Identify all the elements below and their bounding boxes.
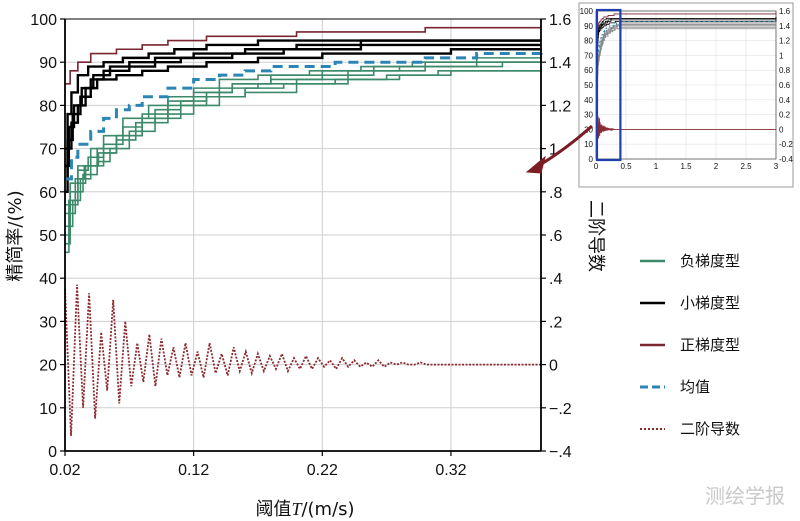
y-left-tick-label: 50 xyxy=(39,228,57,245)
legend-label: 均值 xyxy=(680,378,710,396)
y-axis-right-title: 二阶导数 xyxy=(585,200,606,272)
y-left-tick-label: 70 xyxy=(39,142,57,159)
y-right-tick-label: .8 xyxy=(549,185,562,202)
inset-y-right-tick-label: 0 xyxy=(779,125,784,134)
y-left-tick-label: 0 xyxy=(48,444,57,461)
inset-y-left-tick-label: 40 xyxy=(584,96,593,105)
inset-y-left-tick-label: 0 xyxy=(589,155,594,164)
x-axis-title-suffix: /(m/s) xyxy=(301,499,354,520)
series-line-positive xyxy=(65,26,541,85)
pointer-arrow-head xyxy=(525,155,546,174)
series-line-small xyxy=(65,39,541,150)
series-line-mean xyxy=(65,49,543,181)
inset-y-right-tick-label: 1 xyxy=(779,51,784,60)
x-tick-label: 0.12 xyxy=(178,462,209,479)
second-derivative-line xyxy=(64,284,541,436)
legend-label: 二阶导数 xyxy=(680,420,740,438)
y-right-tick-label: 0 xyxy=(549,358,558,375)
inset-y-right-tick-label: 0.8 xyxy=(779,66,791,75)
inset-y-right-tick-label: 0.2 xyxy=(779,111,791,120)
inset-y-left-tick-label: 50 xyxy=(584,81,593,90)
inset-y-right-tick-label: 0.6 xyxy=(779,81,791,90)
x-axis-title-var: T xyxy=(291,499,303,519)
series-line-negative xyxy=(65,70,541,245)
x-tick-label: 0.02 xyxy=(49,462,80,479)
x-axis-title: 阈值T/(m/s) xyxy=(255,499,354,520)
y-left-tick-label: 90 xyxy=(39,55,57,72)
y-left-tick-label: 80 xyxy=(39,98,57,115)
series-layer xyxy=(64,26,543,436)
y-left-tick-label: 60 xyxy=(39,185,57,202)
y-axis-left-title: 精简率/(%) xyxy=(5,190,26,281)
inset-y-right-tick-label: 1.4 xyxy=(779,22,791,31)
inset-y-left-tick-label: 90 xyxy=(584,22,593,31)
inset-y-left-tick-label: 100 xyxy=(580,7,594,16)
inset-y-left-tick-label: 60 xyxy=(584,66,593,75)
y-left-tick-label: 10 xyxy=(39,401,57,418)
y-left-tick-label: 20 xyxy=(39,358,57,375)
y-right-tick-label: 1.2 xyxy=(549,98,571,115)
y-right-tick-label: 1 xyxy=(549,142,558,159)
inset-chart: 0102030405060708090100-0.4-0.200.20.40.6… xyxy=(525,2,794,188)
y-right-tick-label: .6 xyxy=(549,228,562,245)
inset-x-tick-label: 0.5 xyxy=(620,162,632,171)
watermark-text: 测绘学报 xyxy=(705,484,785,508)
inset-x-tick-label: 1.5 xyxy=(680,162,692,171)
inset-y-right-tick-label: -0.2 xyxy=(779,140,793,149)
inset-y-left-tick-label: 10 xyxy=(584,140,593,149)
y-left-tick-label: 30 xyxy=(39,314,57,331)
inset-x-tick-label: 0 xyxy=(594,162,599,171)
inset-y-left-tick-label: 70 xyxy=(584,51,593,60)
inset-x-tick-label: 2 xyxy=(714,162,719,171)
inset-y-right-tick-label: 1.6 xyxy=(779,7,791,16)
legend-label: 负梯度型 xyxy=(680,252,740,270)
legend-label: 小梯度型 xyxy=(680,294,740,312)
inset-x-tick-label: 1 xyxy=(654,162,659,171)
inset-y-right-tick-label: -0.4 xyxy=(779,155,793,164)
series-line-negative xyxy=(65,61,541,228)
series-line-negative xyxy=(65,66,542,254)
inset-x-tick-label: 2.5 xyxy=(740,162,752,171)
legend-label: 正梯度型 xyxy=(680,336,740,354)
y-right-tick-label: 1.4 xyxy=(549,55,571,72)
y-right-tick-label: .2 xyxy=(549,314,562,331)
inset-y-right-tick-label: 1.2 xyxy=(779,37,791,46)
inset-highlight-box xyxy=(595,8,622,162)
y-right-tick-label: 1.6 xyxy=(549,12,571,29)
inset-y-left-tick-label: 30 xyxy=(584,111,593,120)
series-line-small xyxy=(65,39,541,168)
y-right-tick-label: .4 xyxy=(549,271,562,288)
y-right-tick-label: −.4 xyxy=(549,444,572,461)
inset-y-right-tick-label: 0.4 xyxy=(779,96,791,105)
inset-second-derivative-line xyxy=(596,115,776,142)
inset-series-line xyxy=(597,19,777,67)
inset-x-tick-label: 3 xyxy=(774,162,779,171)
series-line-negative xyxy=(65,53,542,206)
inset-y-left-tick-label: 80 xyxy=(584,37,593,46)
y-left-tick-label: 40 xyxy=(39,271,57,288)
y-left-tick-label: 100 xyxy=(30,12,57,29)
axes: 0 10 20 30 40 50 60 70 80 90 100 −.4 −.2 0 .2 .4 .6 .8 1 1.… xyxy=(30,12,571,479)
series-line-small xyxy=(65,43,541,181)
x-tick-label: 0.32 xyxy=(435,462,466,479)
y-right-tick-label: −.2 xyxy=(549,401,572,418)
x-axis-title-prefix: 阈值 xyxy=(255,499,291,520)
x-tick-label: 0.22 xyxy=(307,462,338,479)
